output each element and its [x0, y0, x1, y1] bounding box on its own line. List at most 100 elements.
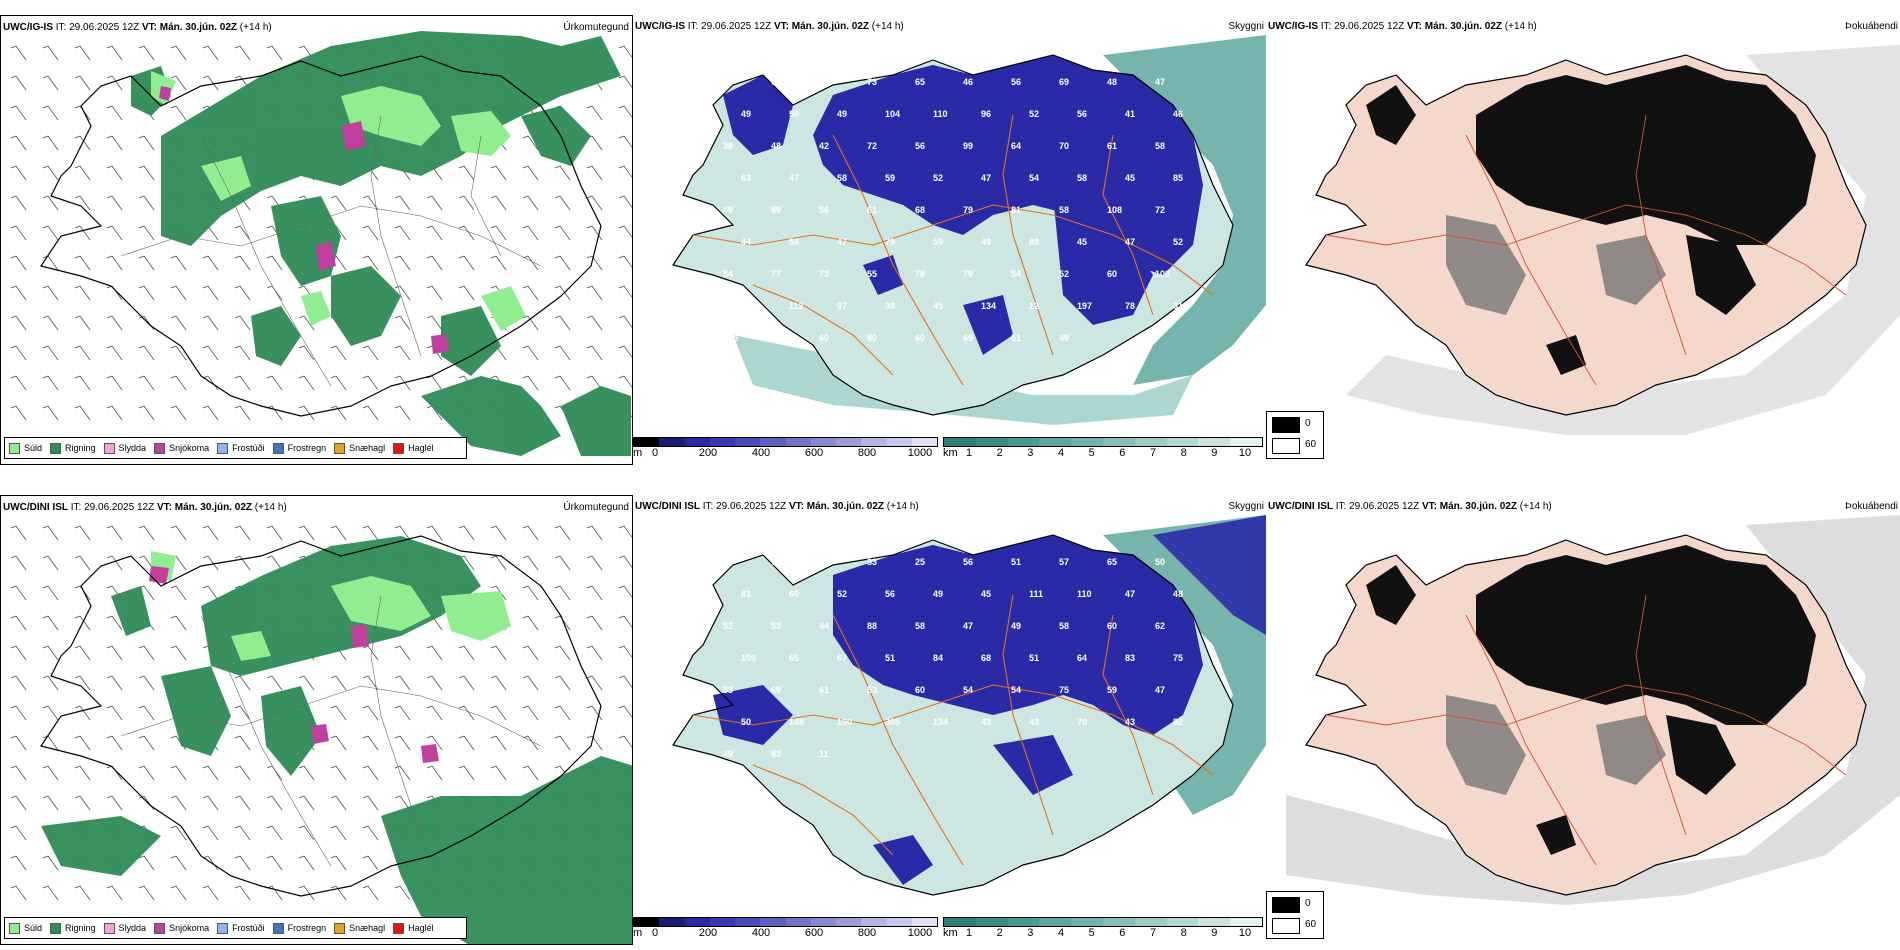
wind-barb-flag: [170, 405, 177, 409]
colorbar-tick: 9: [1211, 447, 1218, 459]
wind-barb-flag: [554, 525, 561, 529]
wind-barb: [431, 195, 443, 211]
cloud-base-label: 49: [837, 109, 847, 119]
wind-barb-flag: [362, 885, 369, 889]
wind-barb: [47, 795, 59, 811]
wind-barb: [15, 255, 27, 271]
legend-item: Rigning: [50, 442, 96, 454]
wind-barb-flag: [138, 885, 145, 889]
wind-barb-flag: [106, 345, 113, 349]
wind-barb: [207, 255, 219, 271]
wind-barb: [175, 555, 187, 571]
cloud-base-label: 45: [981, 589, 991, 599]
wind-barb-flag: [298, 885, 305, 889]
colorbar-tick: 200: [698, 927, 718, 939]
wind-barb-flag: [426, 315, 433, 319]
wind-barb: [623, 555, 632, 568]
wind-barb: [79, 195, 91, 211]
wind-barb: [399, 735, 411, 751]
cloud-base-label: 11: [819, 749, 829, 759]
wind-barb-flag: [394, 705, 401, 709]
wind-barb: [591, 735, 603, 751]
legend-label: Haglél: [408, 923, 434, 933]
wind-barb-flag: [266, 195, 273, 199]
panel-title: Skyggni: [1228, 501, 1264, 512]
colorbar-unit: km: [943, 927, 958, 939]
wind-barb: [495, 525, 507, 541]
wind-barb: [47, 375, 59, 391]
wind-barb-flag: [618, 645, 625, 649]
wind-barb: [111, 195, 123, 211]
wind-barb: [143, 345, 155, 361]
wind-barb: [239, 735, 251, 751]
cloud-base-label: 90: [819, 77, 829, 87]
wind-barb-flag: [554, 225, 561, 229]
wind-barb-flag: [74, 225, 81, 229]
wind-barb-flag: [170, 375, 177, 379]
wind-barb-flag: [618, 555, 625, 559]
wind-barb-flag: [106, 165, 113, 169]
cloud-base-label: 89: [771, 205, 781, 215]
cloud-base-label: 102: [741, 301, 756, 311]
wind-barb-flag: [618, 285, 625, 289]
cloud-base-label: 45: [1077, 237, 1087, 247]
precip-legend: Súld Rigning Slydda Snjókoma Frostúði Frostre…: [4, 917, 467, 939]
colorbar-tick: 1000: [907, 447, 933, 459]
colorbar-tick: 9: [1211, 927, 1218, 939]
wind-barb-flag: [362, 345, 369, 349]
coastline: [1305, 534, 1867, 896]
panel-header: UWC/DINI ISL IT: 29.06.2025 12Z VT: Mán.…: [3, 502, 287, 513]
colorbar-unit: km: [943, 447, 958, 459]
wind-barb: [207, 225, 219, 241]
wind-barb: [15, 615, 27, 631]
wind-barb-flag: [202, 255, 209, 259]
wind-barb-flag: [202, 525, 209, 529]
cloud-base-label: 59: [1107, 685, 1117, 695]
wind-barb: [175, 885, 187, 901]
wind-barb-flag: [202, 285, 209, 289]
wind-barb-flag: [330, 765, 337, 769]
wind-barb: [399, 705, 411, 721]
sea-fog-area: [1153, 515, 1266, 635]
wind-barb: [527, 555, 539, 571]
wind-barb: [15, 45, 27, 61]
wind-barb-flag: [10, 885, 17, 889]
wind-barb: [591, 105, 603, 121]
cloud-base-label: 43: [981, 717, 991, 727]
roads: [1325, 114, 1847, 386]
wind-barb-flag: [266, 675, 273, 679]
wind-barb-flag: [458, 735, 465, 739]
colorbar-tick: 4: [1057, 447, 1065, 459]
wind-barb: [143, 45, 155, 61]
legend-item: Haglél: [393, 442, 434, 454]
panel-title: Úrkomutegund: [563, 502, 629, 513]
wind-barb: [207, 45, 219, 61]
wind-barb: [527, 285, 539, 301]
wind-barb-flag: [170, 45, 177, 49]
cloud-base-label: 100: [741, 653, 756, 663]
wind-barb: [623, 735, 632, 748]
wind-barb-flag: [298, 285, 305, 289]
wind-barb: [623, 165, 632, 178]
cloud-base-label: 44: [741, 237, 751, 247]
wind-barb-flag: [106, 255, 113, 259]
wind-barb: [207, 405, 219, 421]
wind-barb-flag: [138, 555, 145, 559]
wind-barb: [303, 675, 315, 691]
wind-barb-flag: [170, 525, 177, 529]
wind-barb-flag: [138, 735, 145, 739]
colorbar-unit: m: [633, 447, 643, 459]
wind-barb-flag: [10, 315, 17, 319]
wind-barb: [591, 555, 603, 571]
cloud-base-label: 81: [1011, 205, 1021, 215]
cloud-base-label: 58: [837, 173, 847, 183]
wind-barb-flag: [394, 735, 401, 739]
wind-barb: [623, 285, 632, 298]
wind-barb: [79, 525, 91, 541]
wind-barb: [591, 525, 603, 541]
visibility-panel-ig: 80 63 90 73 65 46 56 69 48 47 49 50 49 104 110 96 52 56 41…: [633, 15, 1266, 465]
cloud-base-label: 55: [867, 269, 877, 279]
wind-barb: [47, 45, 59, 61]
wind-barb-flag: [618, 525, 625, 529]
wind-barb: [559, 375, 571, 391]
